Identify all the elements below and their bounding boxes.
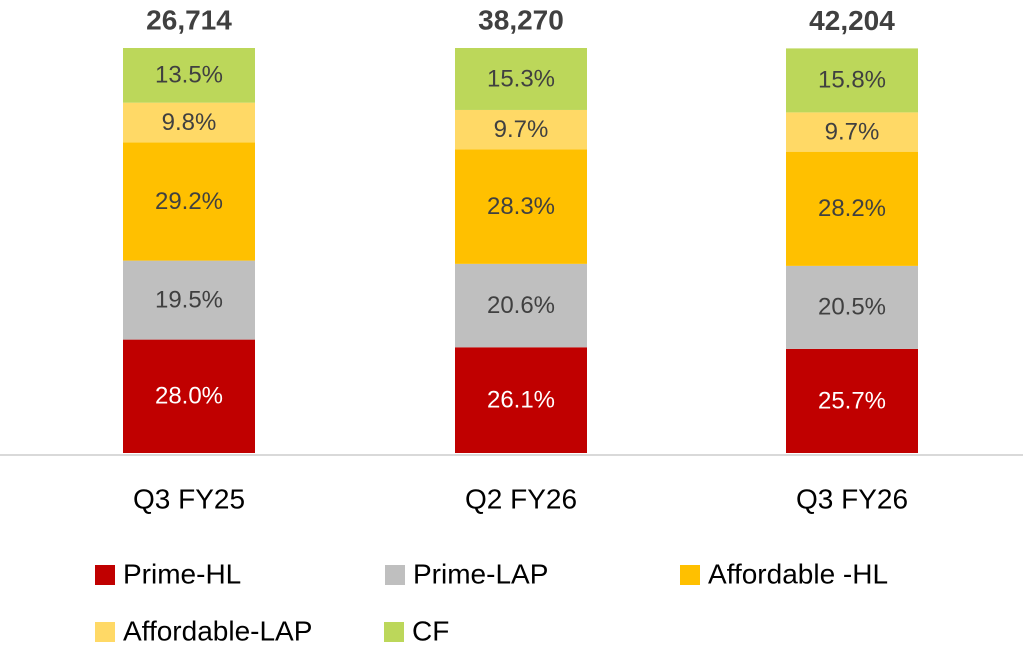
bar-segment <box>123 260 255 340</box>
legend-marker <box>95 622 115 642</box>
value-label: 26.1% <box>487 386 555 413</box>
value-label: 9.7% <box>825 118 880 145</box>
legend-label: Prime-LAP <box>413 558 548 589</box>
value-label: 15.8% <box>818 67 886 94</box>
total-label: 42,204 <box>809 5 895 36</box>
bar-segment <box>455 263 587 348</box>
bar-segment <box>455 347 587 453</box>
value-label: 28.0% <box>155 383 223 410</box>
x-tick-label: Q3 FY25 <box>133 483 245 514</box>
bar-segment <box>455 149 587 264</box>
value-label: 13.5% <box>155 62 223 89</box>
legend-marker <box>385 565 405 585</box>
legend-marker <box>384 622 404 642</box>
x-tick-label: Q3 FY26 <box>796 483 908 514</box>
value-label: 28.3% <box>487 193 555 220</box>
legend-label: CF <box>412 615 449 646</box>
bar-segment <box>123 48 255 103</box>
value-label: 9.7% <box>494 116 549 143</box>
legend-label: Prime-HL <box>123 558 241 589</box>
legend-marker <box>680 565 700 585</box>
bar-segment <box>123 142 255 261</box>
bar-segment <box>786 112 918 152</box>
value-label: 15.3% <box>487 65 555 92</box>
x-tick-label: Q2 FY26 <box>465 483 577 514</box>
bar-segment <box>123 339 255 453</box>
bar-segment <box>123 102 255 143</box>
bar-segment <box>786 265 918 349</box>
total-label: 26,714 <box>146 4 232 35</box>
legend-label: Affordable-LAP <box>123 615 312 646</box>
value-label: 29.2% <box>155 188 223 215</box>
value-label: 9.8% <box>162 109 217 136</box>
bar-segment <box>786 48 918 113</box>
total-label: 38,270 <box>478 4 564 35</box>
bar-segment <box>786 151 918 266</box>
bar-segment <box>786 348 918 453</box>
bar-segment <box>455 48 587 110</box>
legend-marker <box>95 565 115 585</box>
value-label: 25.7% <box>818 387 886 414</box>
value-label: 19.5% <box>155 286 223 313</box>
legend-label: Affordable -HL <box>708 558 888 589</box>
value-label: 20.6% <box>487 292 555 319</box>
value-label: 28.2% <box>818 195 886 222</box>
value-label: 20.5% <box>818 294 886 321</box>
bar-segment <box>455 109 587 150</box>
